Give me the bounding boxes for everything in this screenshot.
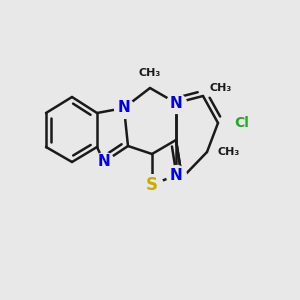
Text: Cl: Cl: [234, 116, 249, 130]
Text: N: N: [98, 154, 110, 169]
Text: CH₃: CH₃: [210, 83, 232, 93]
Text: CH₃: CH₃: [218, 147, 240, 157]
Text: N: N: [169, 167, 182, 182]
Text: N: N: [118, 100, 130, 116]
Text: N: N: [169, 95, 182, 110]
Text: S: S: [146, 176, 158, 194]
Text: CH₃: CH₃: [139, 68, 161, 78]
